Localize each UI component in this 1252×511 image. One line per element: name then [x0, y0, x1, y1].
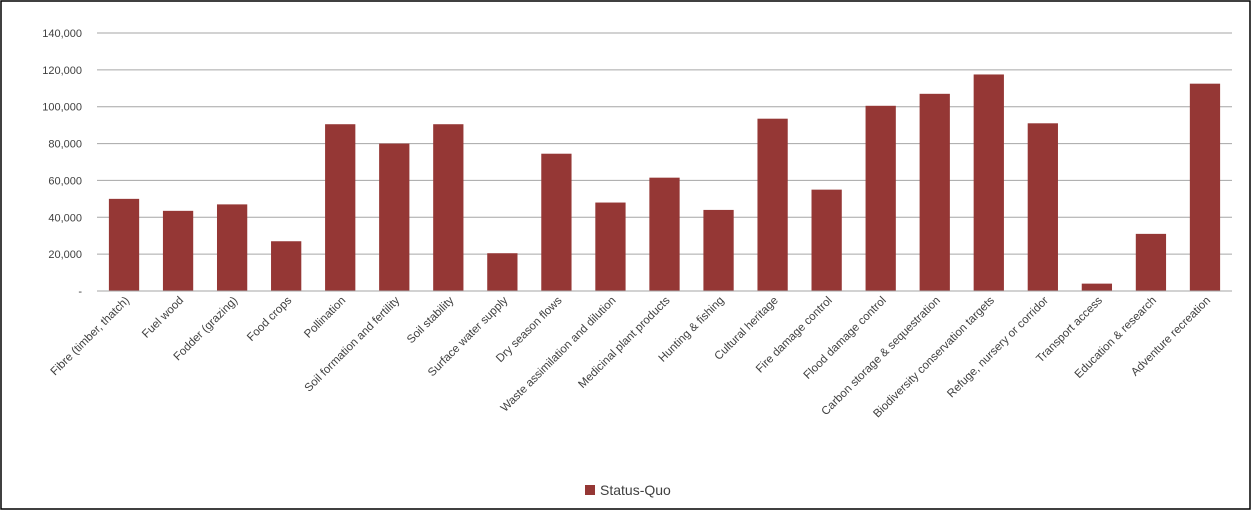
y-tick-label: 100,000 — [42, 102, 82, 114]
bar — [1189, 83, 1221, 291]
y-tick-label: 80,000 — [48, 139, 82, 151]
bar — [1027, 123, 1058, 291]
legend: Status-Quo — [585, 482, 671, 498]
y-tick-label: - — [78, 286, 82, 298]
y-tick-label: 60,000 — [48, 175, 82, 187]
bar — [811, 189, 842, 291]
bar — [757, 118, 788, 291]
bar — [325, 124, 356, 291]
bar — [703, 209, 734, 291]
y-tick-label: 120,000 — [42, 65, 82, 77]
y-tick-label: 20,000 — [48, 249, 82, 261]
bar — [541, 153, 572, 291]
bar — [216, 204, 248, 291]
y-axis-ticks: - 20,000 40,000 60,000 80,000 100,000 120,000 1… — [42, 28, 82, 298]
bar — [1081, 283, 1113, 291]
bar — [919, 93, 950, 291]
bar — [162, 210, 194, 291]
legend-label: Status-Quo — [600, 482, 671, 498]
y-tick-label: 140,000 — [42, 28, 82, 40]
bar — [379, 143, 410, 291]
bar — [1135, 233, 1167, 291]
legend-swatch — [585, 485, 595, 495]
bar — [649, 177, 680, 291]
bar — [973, 74, 1004, 291]
y-tick-label: 40,000 — [48, 212, 82, 224]
bar — [108, 198, 140, 291]
bar — [271, 241, 302, 291]
bar — [595, 202, 626, 291]
bar — [433, 124, 464, 291]
bar — [487, 253, 518, 291]
bar — [865, 105, 896, 292]
bars — [108, 74, 1221, 292]
